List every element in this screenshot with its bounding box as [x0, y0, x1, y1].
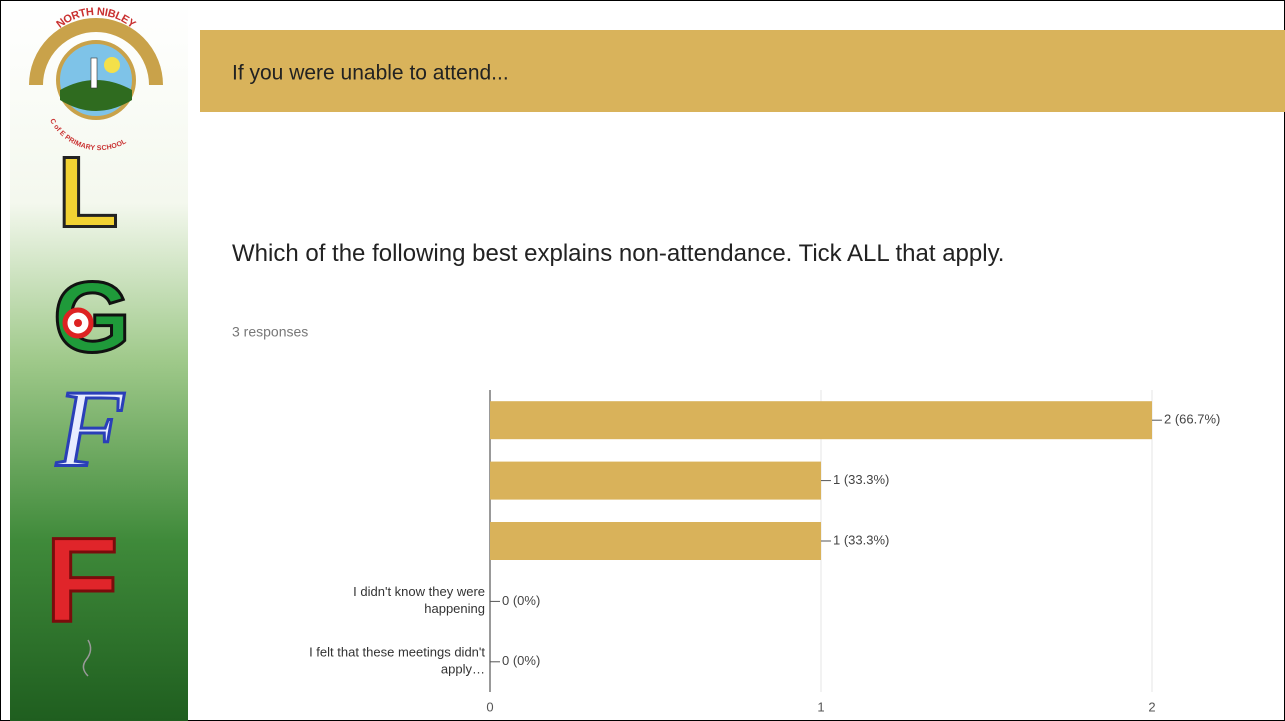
x-tick-label: 2 — [1148, 699, 1155, 714]
sidebar-letter: F — [45, 514, 118, 648]
bar — [490, 522, 821, 560]
value-label: 1 (33.3%) — [833, 532, 889, 547]
value-label: 0 (0%) — [502, 593, 540, 608]
bar — [490, 401, 1152, 440]
y-tick-label: I didn't know they were happening — [353, 584, 485, 616]
value-label: 1 (33.3%) — [833, 472, 889, 487]
chart-title: Which of the following best explains non… — [232, 240, 1004, 267]
bar — [490, 461, 821, 500]
sidebar — [10, 1, 188, 721]
y-tick-label: I felt that these meetings didn't apply… — [309, 645, 485, 677]
header-band — [200, 30, 1285, 112]
x-tick-label: 1 — [817, 699, 824, 714]
sidebar-letter: L — [57, 136, 118, 248]
x-tick-label: 0 — [486, 699, 493, 714]
value-label: 2 (66.7%) — [1164, 412, 1220, 427]
sidebar-letter: F — [55, 367, 125, 489]
chart-subtitle: 3 responses — [232, 324, 308, 340]
balloon-string — [82, 639, 92, 677]
target-icon — [74, 319, 82, 327]
value-label: 0 (0%) — [502, 653, 540, 668]
header-title: If you were unable to attend... — [232, 62, 509, 85]
